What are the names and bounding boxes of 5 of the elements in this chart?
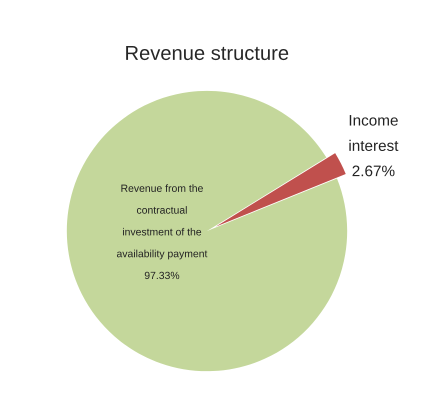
data-label: 2.67% (352, 166, 395, 176)
data-label: 97.33% (144, 272, 180, 280)
category-label: Revenue from the contractual investment of the availability payment (116, 184, 208, 260)
chart-title: Revenue structure (126, 46, 288, 60)
slice-label: Income interest (349, 115, 398, 152)
